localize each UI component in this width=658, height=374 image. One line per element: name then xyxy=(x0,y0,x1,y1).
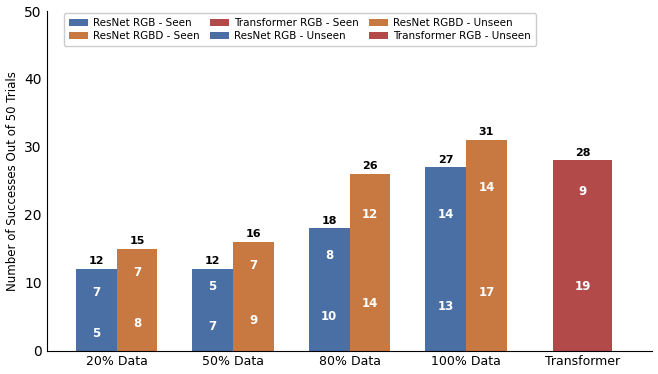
Bar xyxy=(349,174,390,255)
Text: 14: 14 xyxy=(362,297,378,310)
Text: 9: 9 xyxy=(249,313,257,327)
Text: 8: 8 xyxy=(325,249,333,262)
Bar xyxy=(425,167,466,262)
Y-axis label: Number of Successes Out of 50 Trials: Number of Successes Out of 50 Trials xyxy=(5,71,18,291)
Text: 16: 16 xyxy=(245,229,261,239)
Text: 8: 8 xyxy=(133,317,141,330)
Text: 14: 14 xyxy=(478,181,495,194)
Bar xyxy=(76,269,116,317)
Bar xyxy=(192,269,233,303)
Text: 5: 5 xyxy=(92,327,100,340)
Text: 10: 10 xyxy=(321,310,338,323)
Text: 7: 7 xyxy=(92,286,100,299)
Bar xyxy=(349,255,390,350)
Text: 9: 9 xyxy=(578,184,587,197)
Text: 15: 15 xyxy=(129,236,145,246)
Text: 28: 28 xyxy=(575,148,590,158)
Text: 26: 26 xyxy=(362,161,378,171)
Bar xyxy=(309,229,349,283)
Text: 12: 12 xyxy=(205,257,220,266)
Text: 18: 18 xyxy=(321,216,337,226)
Text: 17: 17 xyxy=(478,286,495,299)
Text: 12: 12 xyxy=(362,208,378,221)
Bar xyxy=(233,289,274,350)
Text: 7: 7 xyxy=(133,266,141,279)
Bar xyxy=(76,317,116,350)
Bar xyxy=(466,235,507,350)
Bar xyxy=(466,140,507,235)
Bar xyxy=(553,221,612,350)
Bar xyxy=(192,303,233,350)
Bar xyxy=(553,160,612,221)
Text: 14: 14 xyxy=(438,208,454,221)
Text: 12: 12 xyxy=(88,257,104,266)
Bar xyxy=(309,283,349,350)
Text: 7: 7 xyxy=(209,320,216,333)
Text: 13: 13 xyxy=(438,300,454,313)
Legend: ResNet RGB - Seen, ResNet RGBD - Seen, Transformer RGB - Seen, ResNet RGB - Unse: ResNet RGB - Seen, ResNet RGBD - Seen, T… xyxy=(64,13,536,46)
Text: 5: 5 xyxy=(209,280,216,292)
Text: 7: 7 xyxy=(249,259,257,272)
Text: 31: 31 xyxy=(479,128,494,137)
Bar xyxy=(425,262,466,350)
Bar xyxy=(116,249,157,296)
Bar xyxy=(233,242,274,289)
Text: 19: 19 xyxy=(574,280,591,292)
Text: 27: 27 xyxy=(438,154,453,165)
Bar xyxy=(116,296,157,350)
